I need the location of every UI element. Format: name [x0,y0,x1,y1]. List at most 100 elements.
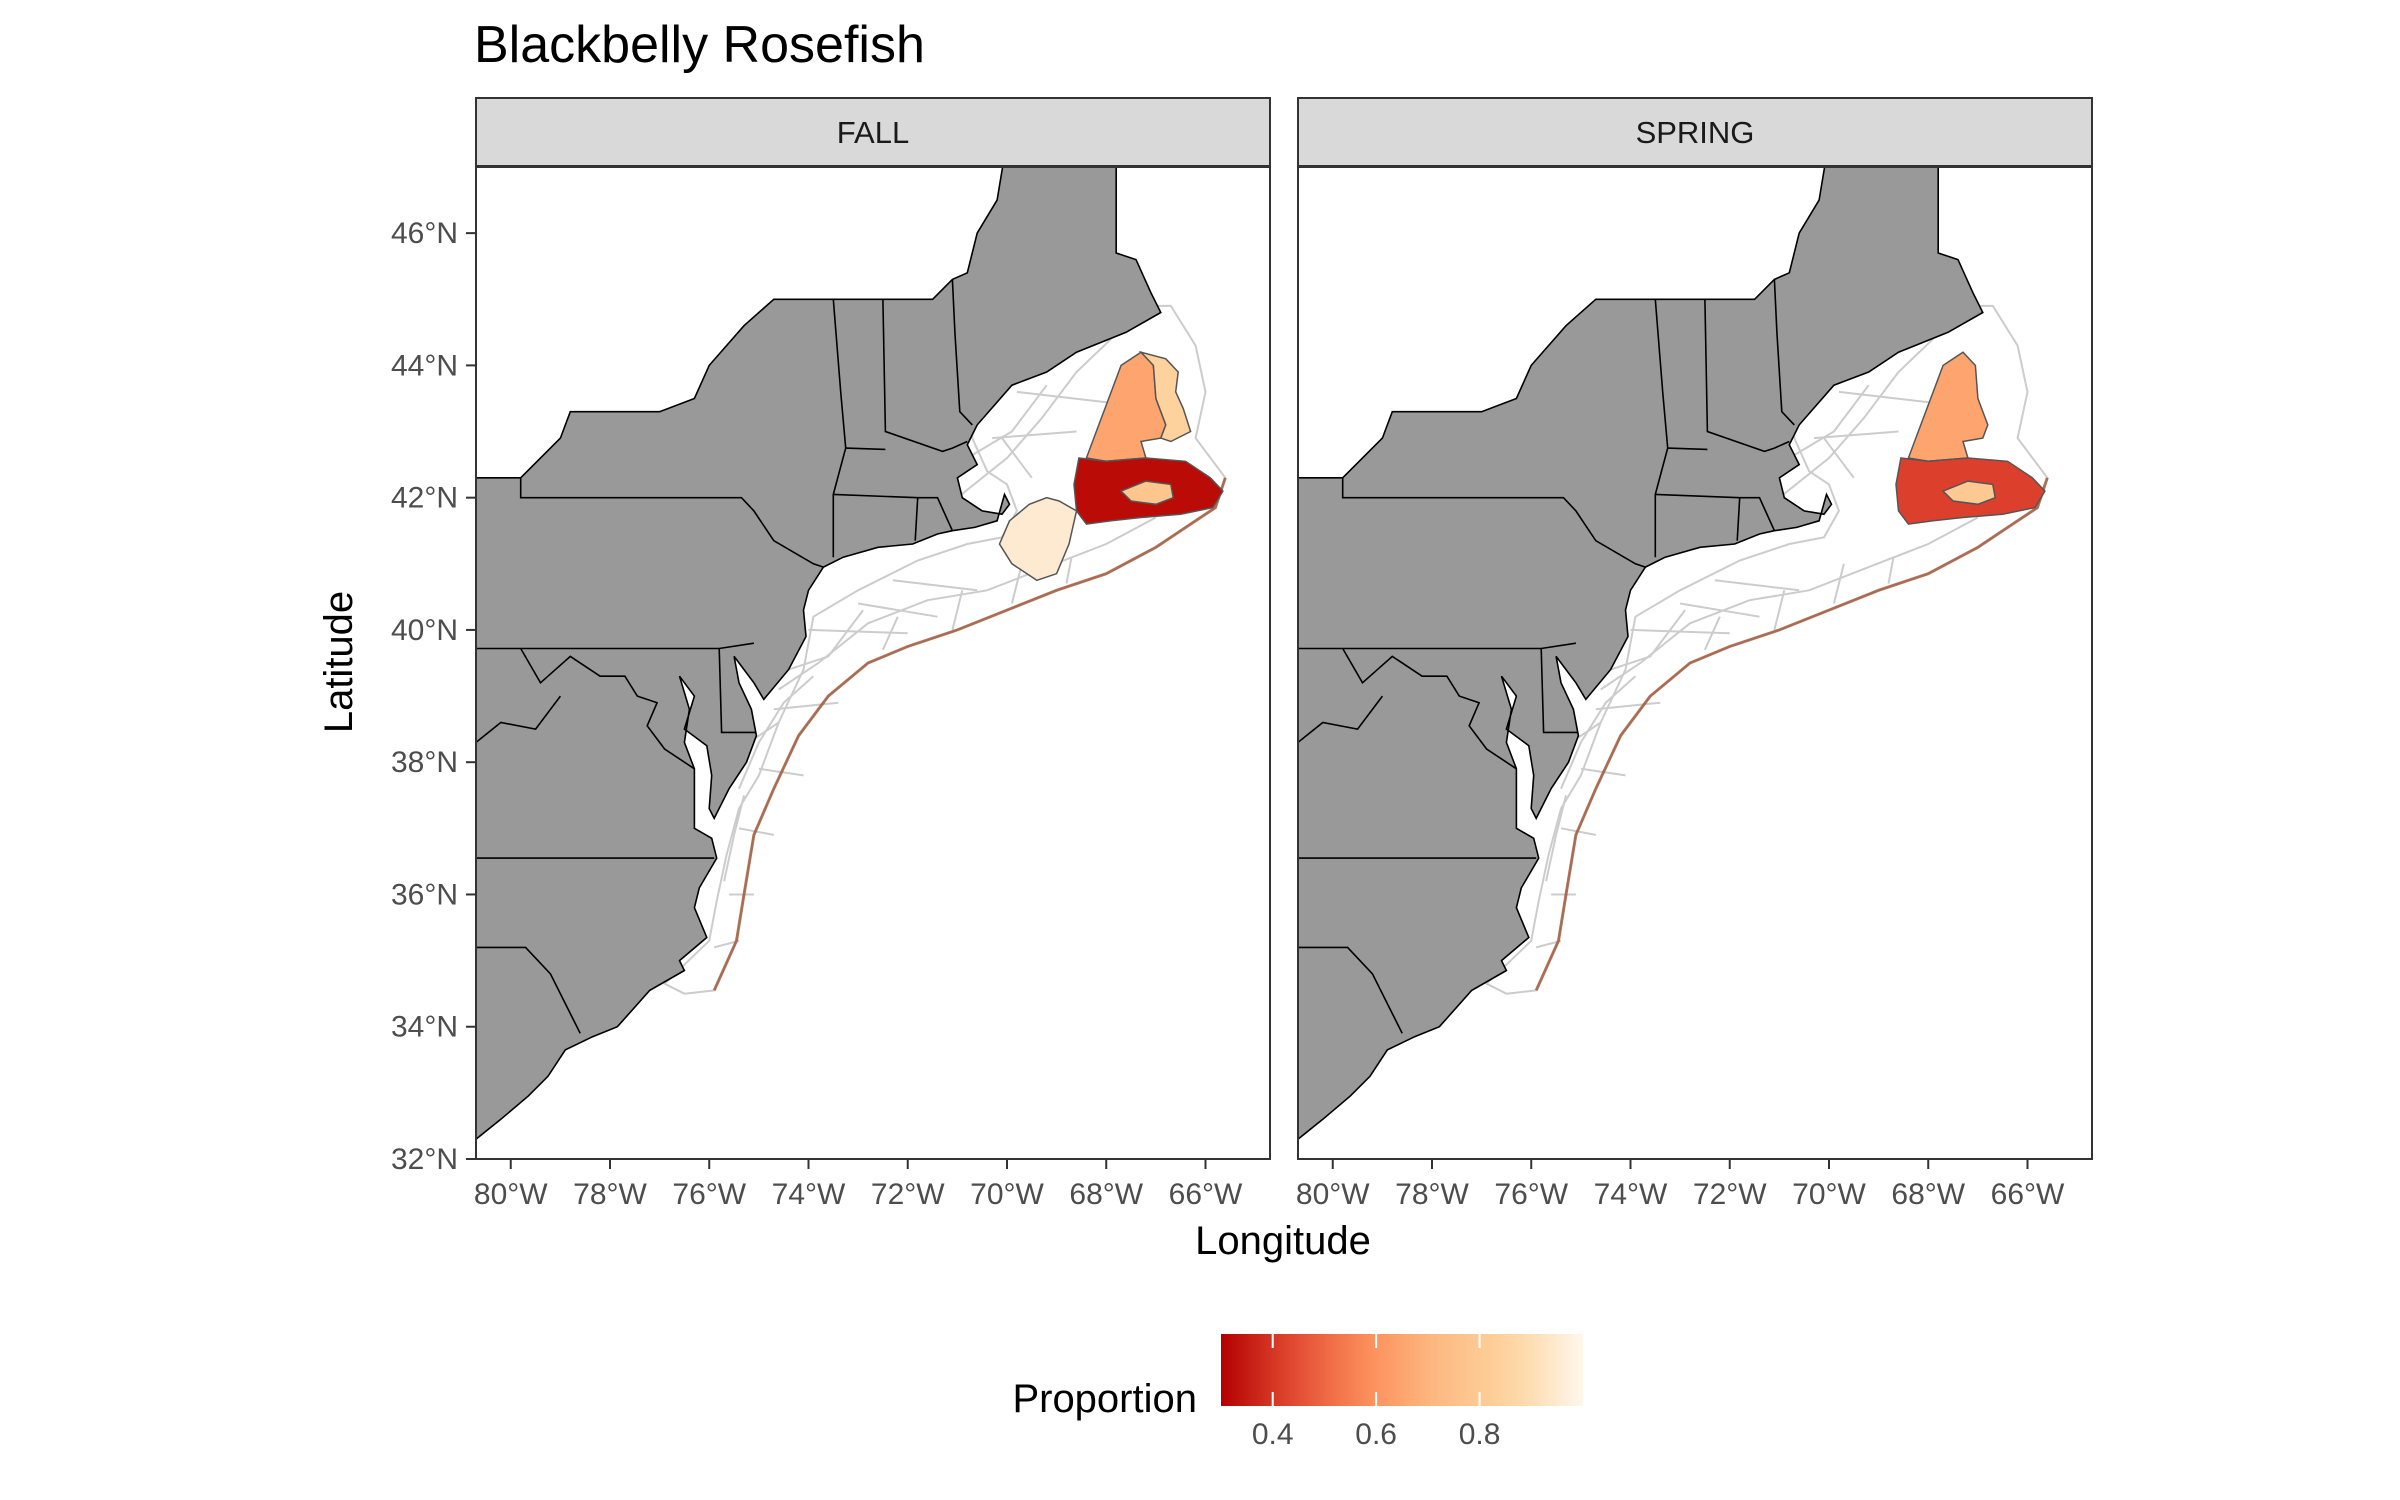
x-tick-label: 78°W [573,1178,647,1211]
strata-boundary [1001,437,1033,479]
state-border [476,695,562,744]
strata-boundary [1560,675,1637,790]
x-axis-spring: 80°W 78°W 76°W 74°W 72°W 70°W 68°W 66°W [1296,1159,2065,1211]
state-border [520,648,695,770]
y-tick-label: 34°N [391,1011,458,1044]
strata-boundary [956,338,1112,499]
x-tick-label: 68°W [1069,1178,1143,1211]
state-border [882,299,968,453]
strata-boundary [1703,616,1721,651]
strip-background [1297,97,2093,167]
state-border [519,477,824,568]
legend-colorbar [1221,1334,1583,1406]
strata-boundary [1778,338,1934,499]
x-tick-label: 74°W [772,1178,846,1211]
y-tick-label: 46°N [391,217,458,250]
strata-boundary [857,602,938,618]
strata-boundary [951,590,964,631]
facet-panel-fall [475,166,1271,1160]
map-layers [476,167,1227,1141]
y-tick-label: 38°N [391,746,458,779]
state-border [718,648,757,734]
strata-boundary [788,609,864,671]
state-border [1298,695,1384,744]
state-border [476,946,581,1034]
strata-boundary [1814,430,1899,440]
state-border [1667,447,1708,451]
state-border [914,497,919,541]
state-border [951,279,973,426]
map-layers [1298,167,2049,1141]
x-tick-label: 76°W [1494,1178,1568,1211]
strip-label-spring: SPRING [1636,115,1755,150]
region-great-south-channel [998,496,1078,582]
y-tick-label: 36°N [391,878,458,911]
x-tick-label: 76°W [672,1178,746,1211]
shelf-edge [1534,477,2049,992]
x-tick-label: 74°W [1594,1178,1668,1211]
state-border [1736,497,1741,541]
state-border [1654,299,1669,558]
state-border [1704,299,1790,453]
x-tick-label: 72°W [1693,1178,1767,1211]
legend-title: Proportion [1012,1377,1197,1421]
y-tick-label: 44°N [391,349,458,382]
state-border [1298,946,1403,1034]
legend-ticks: 0.4 0.6 0.8 [1252,1334,1501,1451]
plot-title: Blackbelly Rosefish [474,16,925,74]
strata-boundary [738,675,815,790]
strata-boundary [1010,563,1023,604]
x-tick-label: 78°W [1395,1178,1469,1211]
strata-boundary [1610,609,1686,671]
facet-panel-spring [1297,166,2093,1160]
strata-boundary [1823,437,1855,479]
region-georges-bank-shoal [1941,480,1997,506]
y-tick-label: 40°N [391,614,458,647]
legend-tick-label: 0.8 [1459,1418,1501,1451]
legend-tick-label: 0.6 [1355,1418,1397,1451]
state-border [1655,493,1776,532]
state-border [1342,648,1517,770]
x-tick-label: 70°W [1792,1178,1866,1211]
strata-boundary [892,579,978,592]
facet-strip-fall: FALL [475,97,1271,167]
strata-boundary [1714,579,1800,592]
state-border [1341,477,1646,568]
strip-background [475,97,1271,167]
legend: Proportion 0.4 0.6 0.8 [1012,1334,1583,1451]
y-tick-label: 42°N [391,482,458,515]
x-tick-label: 68°W [1891,1178,1965,1211]
strata-boundary [966,384,1048,459]
state-border [1773,279,1795,426]
x-axis-title: Longitude [1195,1219,1371,1263]
strata-boundary [1545,795,1567,882]
legend-tick-label: 0.4 [1252,1418,1294,1451]
strata-boundary [1887,557,1895,584]
x-axis-fall: 80°W 78°W 76°W 74°W 72°W 70°W 68°W 66°W [474,1159,1243,1211]
state-border [833,493,954,532]
strata-boundary [1832,563,1845,604]
strata-boundary [1773,590,1786,631]
x-tick-label: 80°W [1296,1178,1370,1211]
x-tick-label: 66°W [1991,1178,2065,1211]
y-axis: 32°N 34°N 36°N 38°N 40°N 42°N 44°N 46°N [391,217,476,1176]
region-georges-bank-shoal [1119,480,1175,506]
strata-boundary [1788,384,1870,459]
strata-boundary [1679,602,1760,618]
facet-strip-spring: SPRING [1297,97,2093,167]
x-tick-label: 66°W [1169,1178,1243,1211]
strip-label-fall: FALL [837,115,909,150]
state-border [845,447,886,451]
strata-boundary [1595,701,1661,711]
state-border [1298,642,1577,650]
x-tick-label: 80°W [474,1178,548,1211]
strata-boundary [773,701,839,711]
y-tick-label: 32°N [391,1143,458,1176]
x-tick-label: 70°W [970,1178,1044,1211]
x-tick-label: 72°W [871,1178,945,1211]
land-mass [1298,167,1984,1141]
strata-boundary [723,795,745,882]
region-gulf-of-maine-far-east [1138,350,1192,443]
strata-boundary [1065,557,1073,584]
